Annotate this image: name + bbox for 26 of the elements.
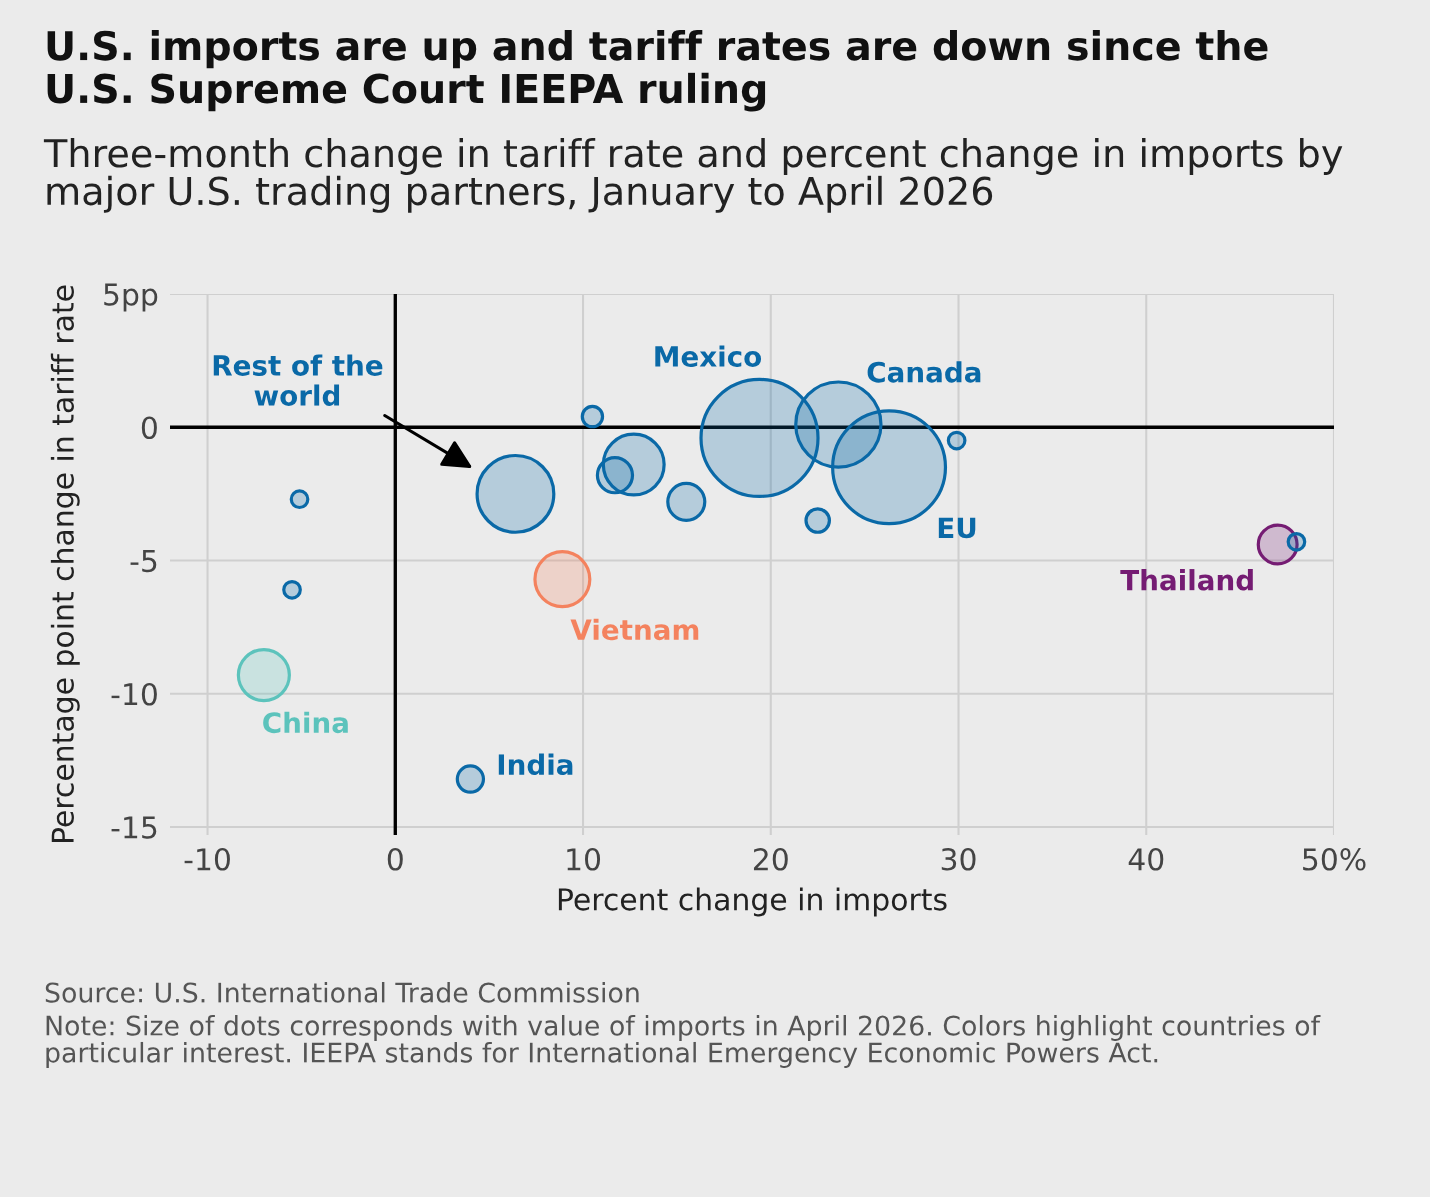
x-tick-label: 10 [567, 848, 601, 871]
chart-title: U.S. imports are up and tariff rates are down since the U.S. Supreme Court IEEPA ruling [47, 30, 1268, 112]
series-label: Canada [867, 361, 981, 383]
y-tick-label: 5pp [104, 283, 158, 312]
series-label: EU [938, 517, 976, 539]
series-label: Thailand [1120, 569, 1253, 591]
x-tick-label: 20 [753, 848, 788, 871]
y-tick-label: -10 [111, 682, 157, 706]
x-tick-label: -10 [184, 848, 230, 871]
x-tick-label: 30 [941, 848, 976, 871]
y-tick-label: -5 [130, 550, 157, 573]
x-tick-label: 40 [1128, 848, 1164, 871]
chart-subtitle: Three-month change in tariff rate and percent change in imports by major U.S. trading partners, January to April 2026 [43, 138, 1343, 213]
text: Rest of the world [213, 354, 383, 406]
x-tick-label: 50% [1303, 848, 1366, 871]
x-tick-label: 0 [387, 848, 403, 871]
y-tick-label: -15 [111, 816, 157, 839]
series-label: India [498, 753, 573, 776]
text: Note: Size of dots corresponds with value of imports in April 2026. Colors highlight countries of particular interest. IEEPA stands for International Emergency Economic Powers Act. [46, 1015, 1321, 1068]
x-axis-title: Percent change in imports [558, 887, 947, 917]
source-note: Source: U.S. International Trade Commission [45, 982, 639, 1003]
y-axis-title: Percentage point change in tariff rate [50, 285, 80, 843]
y-tick-label: 0 [141, 416, 157, 440]
series-label: Mexico [655, 345, 762, 367]
series-label: China [263, 711, 348, 734]
series-label: Vietnam [570, 618, 699, 641]
